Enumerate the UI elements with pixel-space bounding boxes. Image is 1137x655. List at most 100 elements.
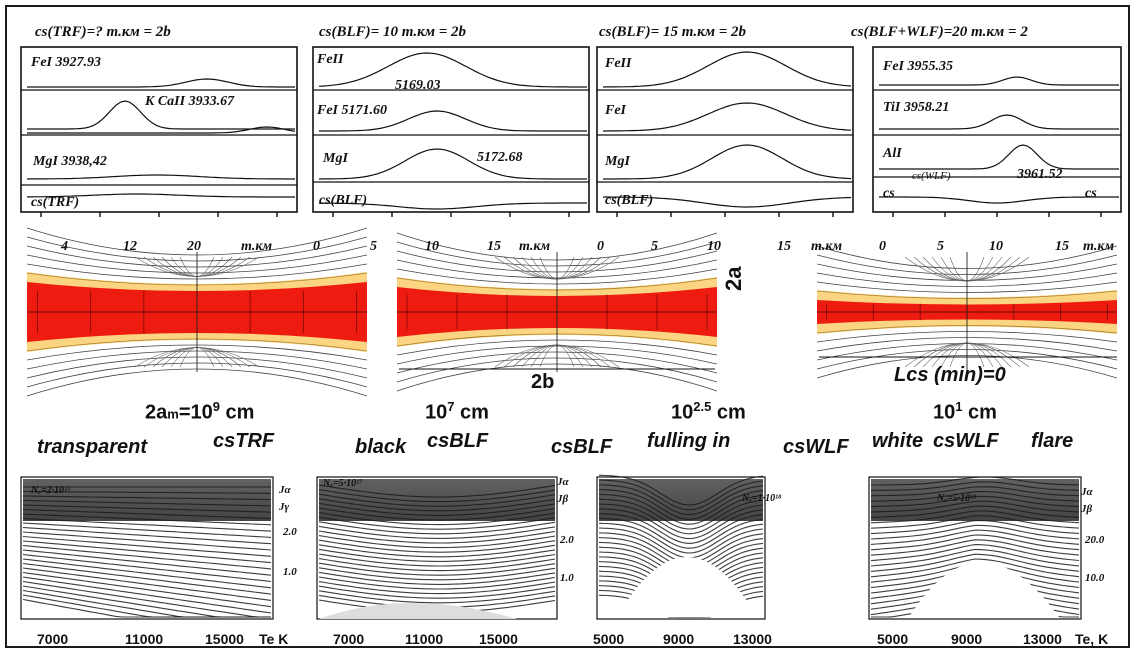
class-label: csBLF [551, 436, 613, 458]
bottom-plot-curve [22, 495, 272, 501]
class-label: flare [1031, 430, 1074, 452]
panel-2-line-label: FeII [317, 52, 344, 67]
bottom-plot-curve [318, 567, 556, 581]
class-label: transparent [37, 436, 148, 458]
label-2a: 2a [721, 266, 746, 291]
scale-2: 107 cm [425, 399, 489, 424]
panel-2-line-label: 5169.03 [395, 78, 441, 93]
spectral-profile-curve [318, 148, 587, 180]
bottom-plot-curve [870, 548, 1080, 567]
bottom-plot-curve [870, 539, 1080, 556]
scale-1: 2am=109 cm [145, 399, 255, 424]
bottom-4-density: Nₑ=5·10¹⁸ [937, 493, 977, 504]
panel-1-tick: 20 [187, 239, 201, 254]
spectral-profile-curve [27, 78, 295, 88]
bottom-plot-curve [22, 513, 272, 526]
panel-2-tick: 15 [487, 239, 501, 254]
bottom-2-xtick: 15000 [479, 631, 518, 647]
spectral-profile-curve [319, 110, 587, 132]
bottom-plot-curve [318, 525, 556, 539]
spectral-profile-curve [318, 52, 587, 88]
class-label: csWLF [783, 436, 849, 458]
bottom-plot-curve [22, 535, 272, 557]
bottom-plot-curve [318, 507, 556, 521]
bottom-plot-curve [22, 540, 272, 564]
bottom-plot-curve [598, 503, 764, 535]
bottom-plot-curve [318, 576, 556, 590]
bottom-2-ytick: 1.0 [560, 572, 574, 584]
bottom-4-ytick: 10.0 [1085, 572, 1105, 584]
bottom-plot-curve [598, 517, 764, 549]
label-lcs-min: Lcs (min)=0 [894, 364, 1006, 386]
bottom-plot-cutout [319, 603, 517, 619]
bottom-plot-curve [318, 484, 556, 498]
bottom-plot-curve [870, 505, 1080, 518]
panel-4-line-label: cs [883, 186, 895, 201]
bottom-plot-curve [318, 581, 556, 595]
bottom-plot-curve [22, 576, 272, 614]
bottom-2-ytick: 2.0 [560, 534, 574, 546]
current-sheet-2 [396, 232, 718, 392]
class-label: black [355, 436, 407, 458]
bottom-1-xtick: 11000 [125, 631, 164, 647]
bottom-plot-curve [598, 527, 764, 559]
bottom-plot-curve [598, 513, 764, 544]
bottom-2-xtick: 11000 [405, 631, 444, 647]
bottom-plot-curve [22, 549, 272, 576]
bottom-4-xtick: Te, K [1075, 631, 1109, 647]
spectral-profile-curve [603, 196, 852, 208]
bottom-plot-curve [598, 508, 764, 540]
panel-4-tick: 0 [879, 239, 886, 254]
bottom-plot-dark-band [599, 479, 763, 521]
spectral-profile-curve [879, 76, 1119, 86]
bottom-plot-curve [22, 567, 272, 601]
figure-frame: cs(TRF)=? m.км = 2b cs(BLF)= 10 m.км = 2… [5, 5, 1130, 648]
panel-4-line-label: cs(WLF) [912, 170, 951, 182]
bottom-plot-curve [870, 520, 1080, 535]
bottom-plot-curve [598, 498, 764, 530]
bottom-4-xtick: 13000 [1023, 631, 1062, 647]
class-label: csTRF [213, 430, 275, 452]
bottom-plot-curve [598, 489, 764, 520]
bottom-plot-curve [598, 479, 764, 511]
bottom-plot-curve [22, 504, 272, 513]
bottom-1-ytick: 1.0 [283, 566, 297, 578]
panel-2-tick: 0 [313, 239, 320, 254]
panel-1-line-label: cs(TRF) [31, 195, 80, 210]
bottom-plot-curve [598, 493, 764, 525]
spectral-profile-curve [879, 196, 1119, 204]
panel-4-line-label: cs [1085, 186, 1097, 201]
bottom-plot-curve [318, 502, 556, 516]
bottom-plot-curve [318, 535, 556, 549]
bottom-plot-curve [870, 491, 1080, 502]
bottom-plot-curve [871, 476, 1080, 486]
bottom-plot-curve [22, 580, 271, 618]
current-sheet-1 [26, 227, 368, 397]
panel-1-tick: m.км [241, 239, 273, 254]
panel-1-line-label: K CaII 3933.67 [145, 94, 235, 109]
bottom-2-ylabel: Jα [557, 476, 569, 488]
bottom-1-ytick: 2.0 [283, 526, 297, 538]
bottom-3-density: Nₑ=1·10¹⁸ [742, 493, 782, 504]
bottom-plot-curve [22, 531, 272, 551]
spectral-panel-2 [312, 46, 590, 213]
bottom-plot-curve [870, 529, 1080, 545]
spectral-profile-curve [602, 51, 852, 88]
spectral-profile-curve [879, 144, 1119, 170]
bottom-plot-curve [22, 562, 272, 595]
panel-3-tick: 0 [597, 239, 604, 254]
panel-2-line-label: 5172.68 [477, 150, 523, 165]
panel-2-line-label: FeI 5171.60 [317, 103, 387, 118]
panel-1-title: cs(TRF)=? m.км = 2b [35, 24, 171, 40]
bottom-plot-curve [598, 484, 764, 516]
spectral-profile-curve [603, 102, 852, 132]
bottom-plot-curve [318, 548, 556, 562]
panel-4-tick: 10 [989, 239, 1003, 254]
spectral-profile-curve [27, 126, 296, 134]
panel-2-line-label: cs(BLF) [319, 193, 368, 208]
bottom-plot-curve [870, 553, 1080, 572]
bottom-plot-curve [318, 498, 556, 512]
bottom-plot-curve [870, 524, 1080, 540]
panel-1-tick: 4 [61, 239, 68, 254]
bottom-2-xtick: 7000 [333, 631, 365, 647]
